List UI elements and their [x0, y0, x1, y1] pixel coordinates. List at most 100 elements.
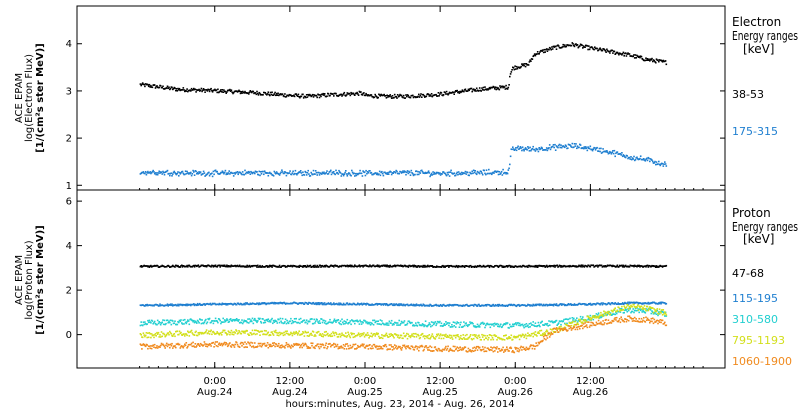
- data-point: [289, 265, 291, 268]
- data-point: [311, 303, 313, 305]
- data-point: [386, 173, 388, 175]
- data-point: [275, 92, 278, 95]
- data-point: [172, 173, 174, 175]
- data-point: [256, 171, 258, 173]
- data-point: [514, 65, 516, 67]
- data-point: [441, 265, 443, 267]
- data-point: [205, 265, 208, 268]
- data-point: [299, 346, 301, 349]
- data-point: [290, 265, 293, 267]
- data-point: [515, 347, 518, 349]
- data-point: [355, 92, 358, 95]
- data-point: [289, 302, 291, 305]
- data-point: [576, 145, 579, 147]
- data-point: [600, 48, 602, 51]
- data-point: [274, 319, 276, 322]
- data-point: [496, 86, 498, 89]
- data-point: [556, 324, 558, 326]
- data-point: [625, 154, 628, 157]
- data-point: [228, 331, 230, 334]
- data-point: [184, 173, 186, 176]
- data-point: [312, 322, 315, 325]
- data-point: [540, 340, 543, 342]
- data-point: [574, 320, 577, 323]
- data-point: [494, 305, 496, 307]
- data-point: [156, 265, 159, 267]
- data-point: [506, 172, 509, 175]
- data-point: [406, 303, 409, 306]
- data-point: [160, 342, 163, 345]
- data-point: [577, 323, 580, 326]
- data-point: [649, 60, 651, 62]
- data-point: [429, 337, 431, 340]
- data-point: [387, 336, 390, 338]
- data-point: [404, 171, 406, 173]
- data-point: [295, 93, 297, 95]
- data-point: [153, 334, 156, 336]
- data-point: [597, 266, 599, 268]
- data-point: [412, 346, 414, 348]
- data-point: [533, 345, 535, 347]
- data-point: [305, 343, 307, 346]
- data-point: [459, 346, 461, 348]
- data-point: [169, 346, 171, 349]
- data-point: [322, 92, 324, 95]
- data-point: [330, 173, 333, 176]
- data-point: [237, 320, 239, 322]
- data-point: [581, 266, 583, 268]
- data-point: [375, 302, 378, 305]
- data-point: [214, 169, 217, 172]
- data-point: [539, 325, 541, 328]
- data-point: [147, 336, 150, 339]
- data-point: [227, 172, 230, 174]
- data-point: [372, 319, 374, 322]
- data-point: [323, 171, 325, 174]
- data-point: [366, 94, 369, 97]
- data-point: [592, 318, 595, 321]
- data-point: [162, 323, 165, 326]
- data-point: [500, 172, 502, 174]
- data-point: [354, 175, 356, 177]
- data-point: [512, 323, 514, 326]
- data-point: [497, 325, 499, 328]
- data-point: [285, 95, 288, 98]
- data-point: [587, 318, 589, 321]
- data-point: [485, 304, 487, 306]
- data-point: [439, 304, 442, 306]
- data-point: [604, 49, 607, 52]
- data-point: [412, 303, 415, 306]
- data-point: [543, 265, 546, 267]
- data-point: [621, 264, 623, 267]
- data-point: [574, 328, 577, 331]
- data-point: [599, 303, 601, 306]
- data-point: [628, 53, 631, 55]
- data-point: [621, 52, 624, 55]
- data-point: [618, 310, 620, 313]
- data-point: [202, 88, 205, 90]
- data-point: [346, 335, 349, 337]
- data-point: [272, 302, 275, 305]
- data-point: [363, 92, 365, 94]
- data-point: [220, 334, 223, 336]
- data-point: [216, 320, 218, 323]
- data-point: [280, 320, 282, 323]
- data-point: [386, 264, 388, 267]
- data-point: [643, 307, 645, 310]
- data-point: [179, 320, 182, 323]
- data-point: [545, 303, 547, 306]
- data-point: [238, 303, 241, 306]
- data-point: [442, 94, 445, 96]
- data-point: [153, 171, 155, 173]
- data-point: [278, 93, 281, 96]
- data-point: [526, 149, 528, 151]
- data-point: [488, 86, 491, 89]
- data-point: [238, 90, 241, 93]
- data-point: [412, 265, 415, 268]
- data-point: [212, 322, 215, 325]
- data-point: [533, 266, 536, 268]
- data-point: [455, 323, 458, 325]
- data-point: [441, 173, 443, 175]
- data-point: [305, 345, 308, 347]
- data-point: [451, 265, 454, 268]
- data-point: [627, 308, 630, 310]
